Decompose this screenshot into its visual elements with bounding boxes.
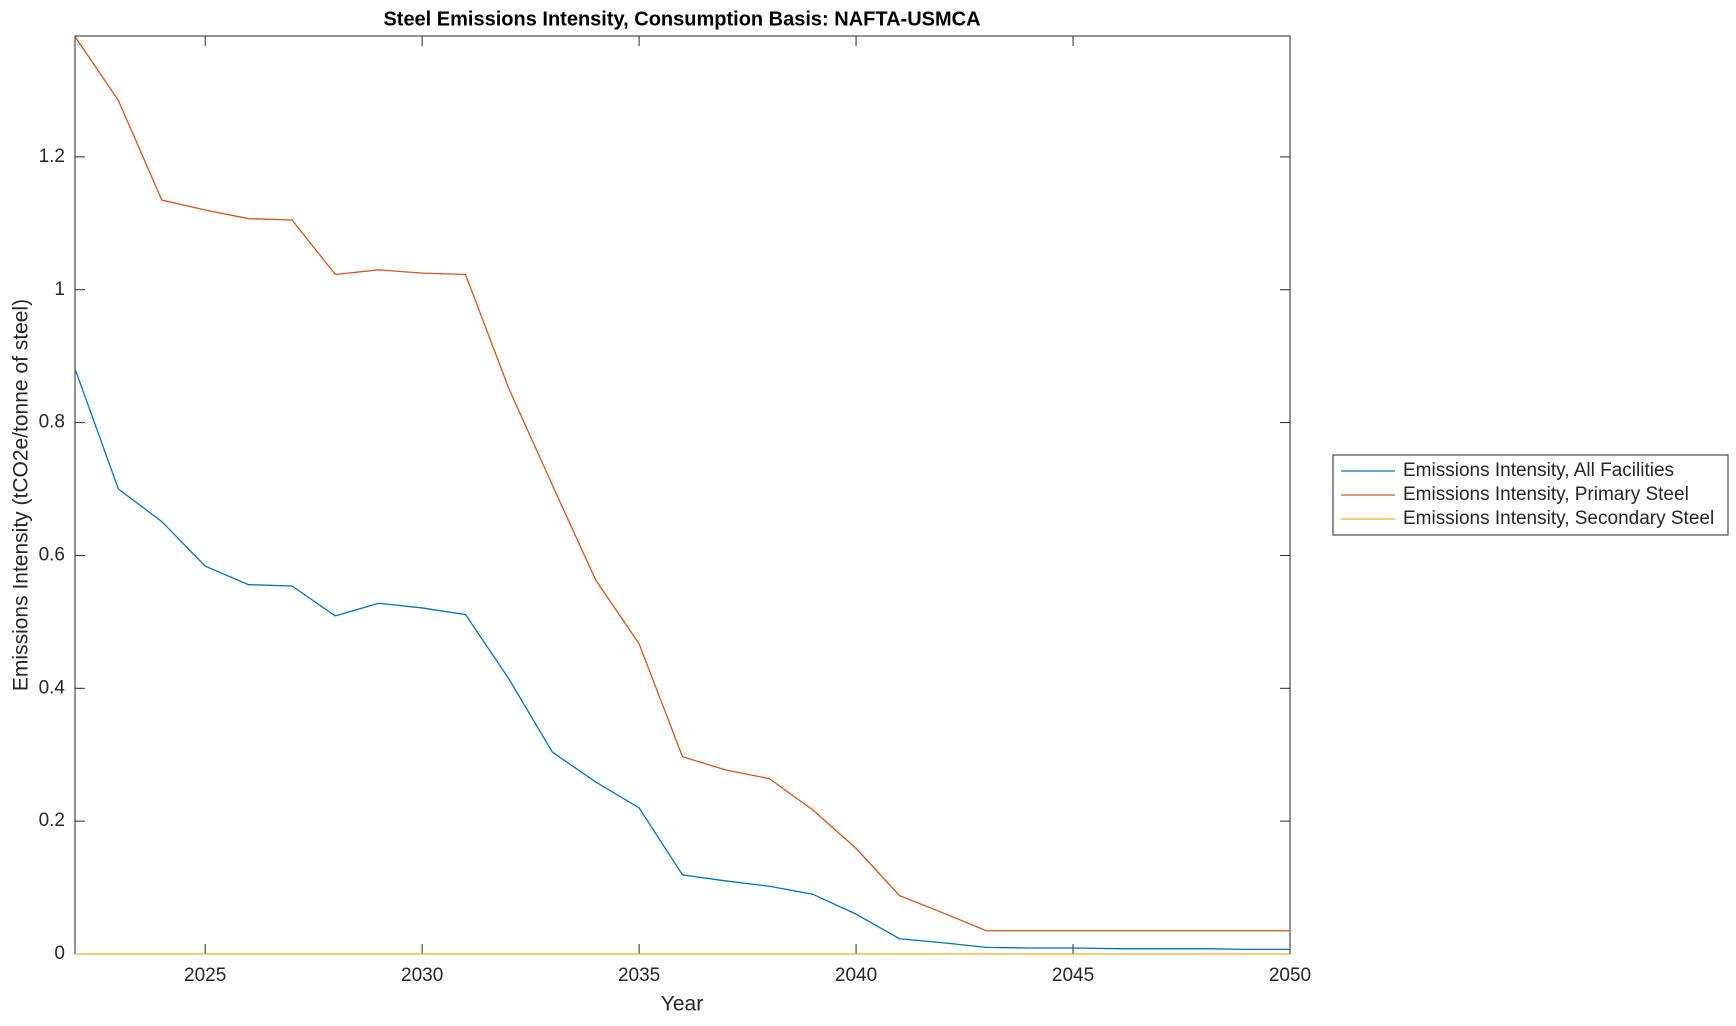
x-tick-label: 2045 [1052,965,1094,986]
x-tick-label: 2035 [618,965,660,986]
series-line [74,368,1290,950]
legend-label: Emissions Intensity, All Facilities [1403,460,1674,481]
legend-box [1332,454,1729,536]
y-tick-label: 1.2 [39,146,65,167]
y-tick-label: 0 [54,943,65,964]
legend-label: Emissions Intensity, Secondary Steel [1403,508,1714,529]
legend-label: Emissions Intensity, Primary Steel [1403,484,1689,505]
y-tick-label: 0.8 [39,412,65,433]
x-axis-label: Year [661,993,703,1016]
series-line [74,36,1290,932]
x-tick-label: 2040 [835,965,877,986]
y-tick-label: 0.6 [39,544,65,565]
y-tick-label: 1 [54,279,65,300]
y-axis-label: Emissions Intensity (tCO2e/tonne of stee… [10,299,33,691]
chart-title: Steel Emissions Intensity, Consumption B… [383,8,980,30]
y-tick-label: 0.4 [39,677,66,698]
y-tick-label: 0.2 [39,810,65,831]
x-tick-label: 2025 [184,965,226,986]
x-tick-label: 2050 [1269,965,1311,986]
plot-frame [74,35,1291,955]
x-tick-label: 2030 [401,965,443,986]
